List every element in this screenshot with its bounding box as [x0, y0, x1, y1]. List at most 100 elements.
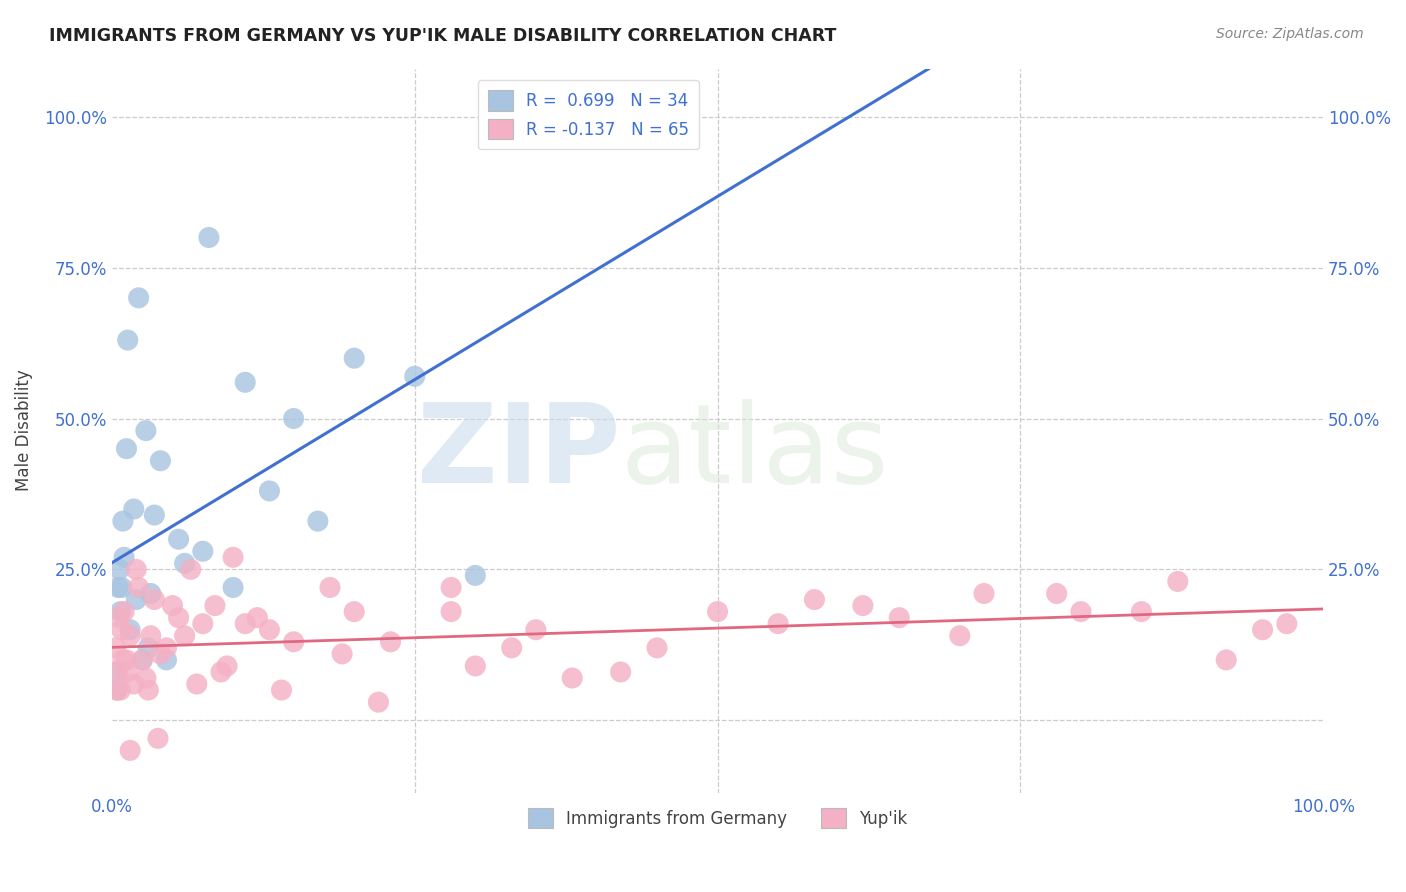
Point	[107, 665, 129, 679]
Point	[110, 605, 132, 619]
Point	[105, 683, 128, 698]
Point	[1251, 623, 1274, 637]
Y-axis label: Male Disability: Male Disability	[15, 369, 32, 491]
Point	[464, 659, 486, 673]
Point	[131, 653, 153, 667]
Point	[343, 605, 366, 619]
Point	[889, 610, 911, 624]
Point	[104, 665, 127, 679]
Point	[136, 683, 159, 698]
Point	[117, 665, 139, 679]
Point	[120, 743, 142, 757]
Point	[122, 677, 145, 691]
Point	[162, 599, 184, 613]
Point	[167, 610, 190, 624]
Point	[112, 605, 135, 619]
Point	[125, 592, 148, 607]
Text: IMMIGRANTS FROM GERMANY VS YUP'IK MALE DISABILITY CORRELATION CHART: IMMIGRANTS FROM GERMANY VS YUP'IK MALE D…	[49, 27, 837, 45]
Point	[973, 586, 995, 600]
Point	[270, 683, 292, 698]
Point	[180, 562, 202, 576]
Point	[246, 610, 269, 624]
Point	[111, 514, 134, 528]
Point	[380, 634, 402, 648]
Legend: Immigrants from Germany, Yup'ik: Immigrants from Germany, Yup'ik	[522, 801, 914, 835]
Point	[111, 581, 134, 595]
Point	[283, 411, 305, 425]
Point	[128, 291, 150, 305]
Point	[149, 454, 172, 468]
Point	[464, 568, 486, 582]
Point	[191, 544, 214, 558]
Point	[167, 532, 190, 546]
Text: Source: ZipAtlas.com: Source: ZipAtlas.com	[1216, 27, 1364, 41]
Text: atlas: atlas	[620, 399, 889, 506]
Point	[222, 550, 245, 565]
Point	[585, 128, 607, 142]
Text: ZIP: ZIP	[418, 399, 620, 506]
Point	[404, 369, 426, 384]
Point	[146, 731, 169, 746]
Point	[645, 640, 668, 655]
Point	[107, 581, 129, 595]
Point	[561, 671, 583, 685]
Point	[135, 671, 157, 685]
Point	[139, 629, 162, 643]
Point	[222, 581, 245, 595]
Point	[110, 683, 132, 698]
Point	[111, 653, 134, 667]
Point	[120, 623, 142, 637]
Point	[115, 442, 138, 456]
Point	[215, 659, 238, 673]
Point	[115, 653, 138, 667]
Point	[108, 562, 131, 576]
Point	[766, 616, 789, 631]
Point	[440, 581, 463, 595]
Point	[440, 605, 463, 619]
Point	[319, 581, 342, 595]
Point	[501, 640, 523, 655]
Point	[120, 629, 142, 643]
Point	[524, 623, 547, 637]
Point	[1046, 586, 1069, 600]
Point	[131, 653, 153, 667]
Point	[204, 599, 226, 613]
Point	[1167, 574, 1189, 589]
Point	[1130, 605, 1153, 619]
Point	[330, 647, 353, 661]
Point	[104, 640, 127, 655]
Point	[125, 562, 148, 576]
Point	[233, 616, 256, 631]
Point	[139, 586, 162, 600]
Point	[233, 376, 256, 390]
Point	[155, 653, 177, 667]
Point	[117, 333, 139, 347]
Point	[136, 640, 159, 655]
Point	[949, 629, 972, 643]
Point	[803, 592, 825, 607]
Point	[128, 581, 150, 595]
Point	[143, 508, 166, 522]
Point	[343, 351, 366, 366]
Point	[283, 634, 305, 648]
Point	[173, 629, 195, 643]
Point	[108, 610, 131, 624]
Point	[155, 640, 177, 655]
Point	[259, 623, 281, 637]
Point	[1215, 653, 1237, 667]
Point	[1070, 605, 1092, 619]
Point	[191, 616, 214, 631]
Point	[173, 557, 195, 571]
Point	[143, 592, 166, 607]
Point	[852, 599, 875, 613]
Point	[367, 695, 389, 709]
Point	[135, 424, 157, 438]
Point	[209, 665, 232, 679]
Point	[105, 683, 128, 698]
Point	[112, 550, 135, 565]
Point	[1275, 616, 1298, 631]
Point	[122, 502, 145, 516]
Point	[259, 483, 281, 498]
Point	[706, 605, 728, 619]
Point	[111, 623, 134, 637]
